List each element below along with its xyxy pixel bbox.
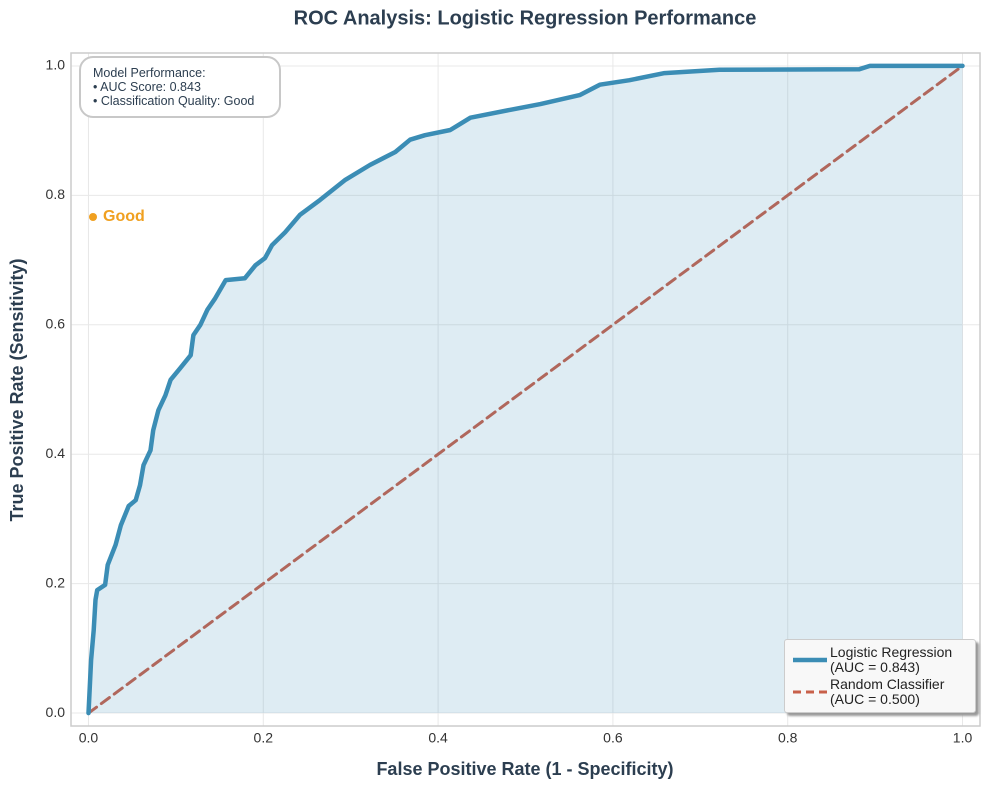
x-tick-label: 0.8	[778, 730, 798, 746]
legend-label: Random Classifier (AUC = 0.500)	[830, 676, 945, 707]
x-axis-label: False Positive Rate (1 - Specificity)	[376, 759, 673, 779]
y-tick-label: 0.6	[46, 315, 66, 331]
legend-label: Logistic Regression (AUC = 0.843)	[830, 644, 953, 675]
quality-label: Good	[103, 208, 145, 225]
x-tick-label: 0.2	[254, 730, 274, 746]
y-tick-label: 0.0	[46, 704, 66, 720]
y-tick-label: 0.8	[46, 186, 66, 202]
y-tick-label: 0.4	[46, 445, 66, 461]
legend-entry: Random Classifier (AUC = 0.500)	[790, 677, 970, 707]
x-tick-label: 0.6	[603, 730, 623, 746]
y-tick-label: 1.0	[46, 57, 66, 73]
annotation-box: Model Performance: • AUC Score: 0.843 • …	[79, 56, 281, 118]
y-tick-label: 0.2	[46, 574, 66, 590]
area-fill	[88, 65, 963, 714]
legend: Logistic Regression (AUC = 0.843) Random …	[784, 639, 976, 713]
quality-marker	[89, 213, 97, 221]
plot-border	[70, 52, 981, 727]
y-axis-label: True Positive Rate (Sensitivity)	[7, 258, 27, 521]
line	[87, 64, 964, 715]
chart-title: ROC Analysis: Logistic Regression Perfor…	[294, 7, 757, 29]
legend-swatch	[793, 657, 827, 663]
x-tick-label: 1.0	[953, 730, 973, 746]
x-tick-label: 0.4	[428, 730, 448, 746]
legend-entry: Logistic Regression (AUC = 0.843)	[790, 645, 970, 675]
x-tick-label: 0.0	[79, 730, 99, 746]
legend-swatch	[793, 690, 827, 694]
line	[86, 63, 965, 716]
plot-area: 0.0 0.2 0.4 0.6 0.8 1.0 0.0 0.2 0.4 0.6 0.8 1.0 Good	[46, 52, 981, 746]
